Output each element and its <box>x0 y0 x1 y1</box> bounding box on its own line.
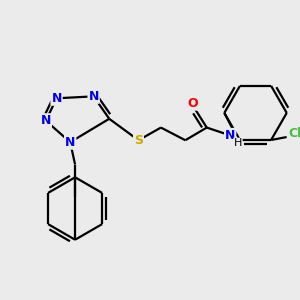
Text: N: N <box>225 129 236 142</box>
Text: H: H <box>234 138 242 148</box>
Text: N: N <box>51 92 62 105</box>
Text: Cl: Cl <box>288 127 300 140</box>
Text: O: O <box>188 97 198 110</box>
Text: S: S <box>134 134 143 147</box>
Text: N: N <box>88 90 99 103</box>
Text: N: N <box>65 136 75 149</box>
Text: N: N <box>41 114 51 127</box>
